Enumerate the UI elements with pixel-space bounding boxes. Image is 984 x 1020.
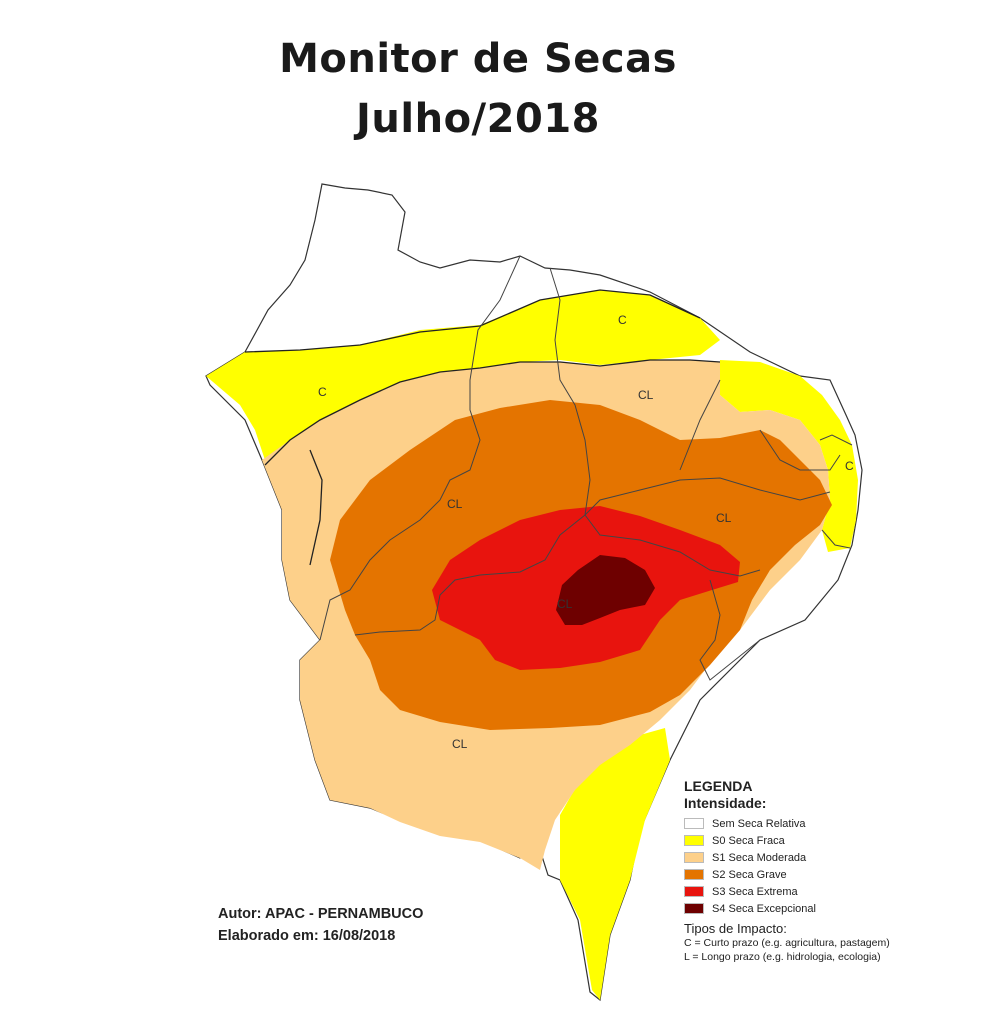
legend-title: LEGENDA [684,778,753,794]
legend-impact-item: C = Curto prazo (e.g. agricultura, pasta… [684,937,890,949]
legend-item: S2 Seca Grave [684,866,974,883]
impact-boundary-south [309,449,323,566]
impact-boundary-inner [264,359,721,466]
legend-items: Sem Seca Relativa S0 Seca Fraca S1 Seca Mo… [684,815,974,917]
s4-area [556,555,655,625]
legend-item-label: S2 Seca Grave [712,868,787,881]
legend-intensity-title: Intensidade: [684,795,767,811]
map-label: C [318,385,327,399]
map-label: C [845,459,854,473]
legend-impact-item: L = Longo prazo (e.g. hidrologia, ecolog… [684,951,881,963]
state-borders [319,255,853,681]
legend: LEGENDA Intensidade: Sem Seca Relativa S0… [684,778,974,964]
s0-north-band [206,290,720,460]
map-label: CL [716,511,732,525]
legend-item-label: S1 Seca Moderada [712,851,807,864]
map-label: CL [557,597,573,611]
impact-boundary-north [244,289,701,353]
legend-swatch [684,869,704,880]
map-title-line2: Julho/2018 [356,96,600,142]
legend-item: S3 Seca Extrema [684,883,974,900]
map-label: CL [452,737,468,751]
legend-item-label: S3 Seca Extrema [712,885,798,898]
legend-item-label: S0 Seca Fraca [712,834,785,847]
s0-south-band [560,728,670,1000]
legend-impact-title: Tipos de Impacto: [684,921,787,936]
legend-swatch [684,886,704,897]
legend-swatch [684,852,704,863]
legend-item-label: Sem Seca Relativa [712,817,806,830]
legend-swatch [684,835,704,846]
legend-item-label: S4 Seca Excepcional [712,902,816,915]
author-block: Autor: APAC - PERNAMBUCO Elaborado em: 1… [218,903,423,947]
date-line: Elaborado em: 16/08/2018 [218,928,396,944]
map-label: C [618,313,627,327]
map-label: CL [638,388,654,402]
legend-swatch [684,818,704,829]
map-title-line1: Monitor de Secas [279,36,677,82]
legend-item: S4 Seca Excepcional [684,900,974,917]
author-line: Autor: APAC - PERNAMBUCO [218,906,424,922]
legend-item: S0 Seca Fraca [684,832,974,849]
legend-swatch [684,903,704,914]
legend-item: Sem Seca Relativa [684,815,974,832]
legend-item: S1 Seca Moderada [684,849,974,866]
map-label: CL [447,497,463,511]
s0-east-band [720,360,858,552]
